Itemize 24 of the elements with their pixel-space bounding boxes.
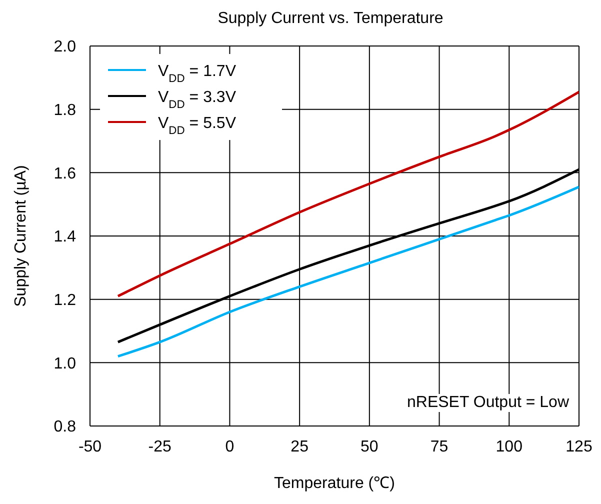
y-tick-label: 1.6 [54, 165, 76, 182]
x-tick-label: -50 [78, 438, 102, 456]
x-tick-label: 25 [290, 438, 309, 456]
legend-label: V$_{DD}$ = 3.3V [158, 89, 236, 111]
legend-label: V$_{DD}$ = 5.5V [158, 115, 236, 137]
y-tick-label: 1.2 [54, 292, 76, 310]
annotation: nRESET Output = Low [404, 394, 571, 412]
y-tick-label: 1.8 [54, 102, 76, 120]
line-series [116, 186, 579, 358]
x-tick-label: 75 [430, 438, 448, 456]
line-series [116, 90, 579, 298]
y-tick-label: 1.4 [54, 228, 76, 246]
x-tick-label: -25 [148, 438, 172, 456]
x-tick-label: 50 [360, 438, 378, 456]
y-axis-title: Supply Current (µA) [12, 165, 30, 307]
x-tick-label: 0 [225, 438, 234, 456]
y-tick-label: 2.0 [54, 38, 76, 56]
legend-label: V$_{DD}$ = 1.7V [158, 63, 236, 85]
y-tick-label: 0.8 [54, 418, 76, 436]
x-axis-title: Temperature (℃) [274, 475, 395, 492]
y-tick-label: 1.0 [54, 355, 76, 372]
chart-title: Supply Current vs. Temperature [216, 9, 444, 29]
x-tick-label: 100 [496, 438, 523, 456]
x-tick-label: 125 [566, 438, 592, 456]
